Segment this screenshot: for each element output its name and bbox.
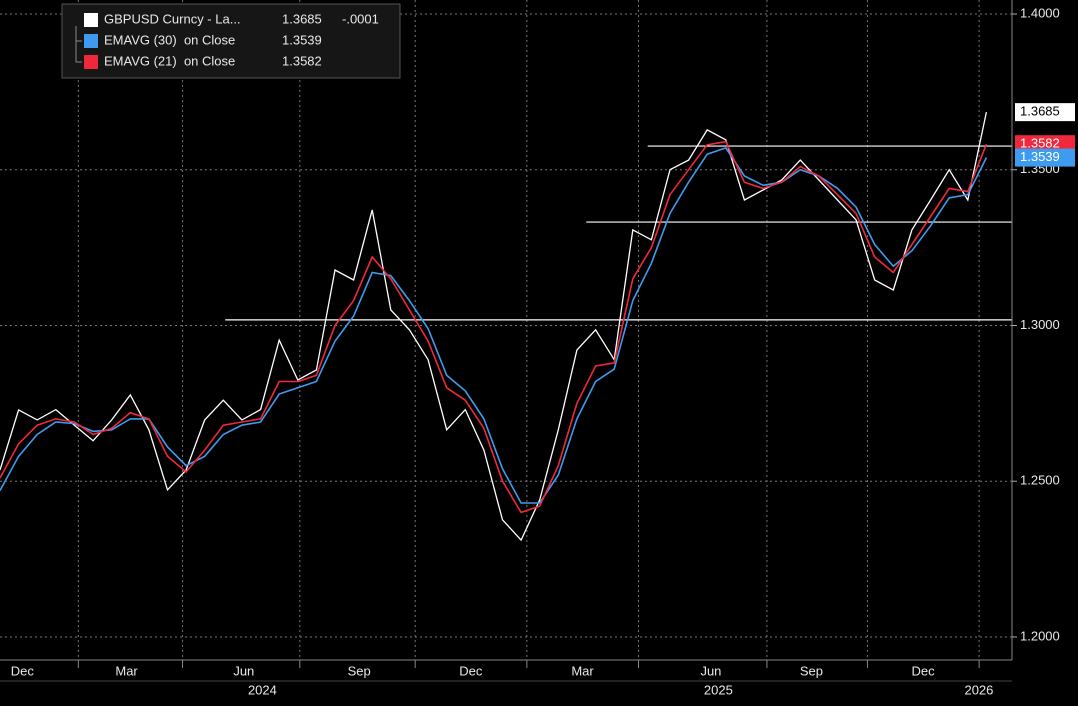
legend-swatch (84, 34, 98, 48)
legend-swatch (84, 55, 98, 69)
x-tick-label: Dec (459, 663, 483, 678)
x-tick-label: Dec (912, 663, 936, 678)
series-line (0, 140, 988, 514)
legend-value: 1.3582 (282, 53, 322, 68)
x-tick-label: Jun (700, 663, 721, 678)
legend-box (61, 3, 401, 79)
y-tick-label: 1.4000 (1020, 5, 1060, 20)
value-tag-label: 1.3539 (1020, 149, 1060, 164)
y-tick-label: 1.2500 (1020, 473, 1060, 488)
x-tick-label: Dec (11, 663, 35, 678)
grid (0, 0, 1012, 660)
x-tick-label: Mar (115, 663, 138, 678)
value-tag-label: 1.3582 (1020, 136, 1060, 151)
legend-value: 1.3539 (282, 32, 322, 47)
value-tag (1015, 148, 1075, 167)
x-tick-label: Jun (233, 663, 254, 678)
series-line (0, 111, 988, 542)
x-tick-label: Sep (800, 663, 823, 678)
marks (0, 111, 1012, 542)
value-tag-label: 1.3685 (1020, 104, 1060, 119)
legend-tree (75, 26, 82, 63)
year-label: 2026 (964, 682, 993, 697)
legend-swatch (84, 13, 98, 27)
legend-name: GBPUSD Curncy - La... (104, 11, 241, 26)
y-tick-label: 1.2000 (1020, 628, 1060, 643)
legend-value: 1.3685 (282, 11, 322, 26)
legend-change: -.0001 (342, 11, 379, 26)
y-tick-label: 1.3000 (1020, 317, 1060, 332)
legend-name: EMAVG (21) on Close (104, 53, 235, 68)
legend: GBPUSD Curncy - La... 1.3685 -.0001 EMAVG (… (61, 3, 401, 79)
legend-name: EMAVG (30) on Close (104, 32, 235, 47)
year-label: 2025 (704, 682, 733, 697)
x-tick-label: Mar (571, 663, 594, 678)
value-tag (1015, 103, 1075, 122)
year-label: 2024 (248, 682, 277, 697)
x-tick-label: Sep (348, 663, 371, 678)
